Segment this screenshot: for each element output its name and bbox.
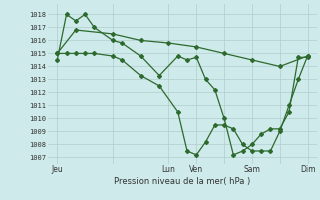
- X-axis label: Pression niveau de la mer( hPa ): Pression niveau de la mer( hPa ): [114, 177, 251, 186]
